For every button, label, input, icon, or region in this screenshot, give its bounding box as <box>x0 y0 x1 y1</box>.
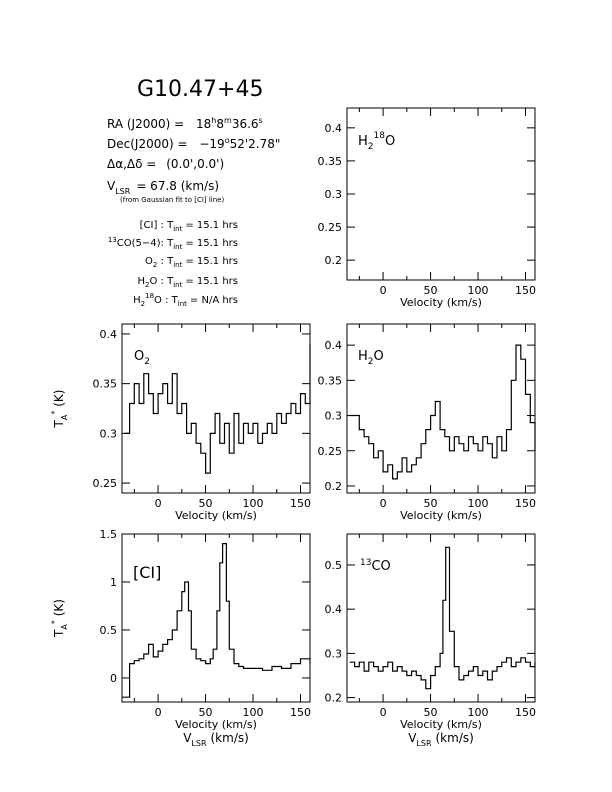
plot-frame <box>121 323 311 494</box>
spectrum-line <box>349 344 536 480</box>
x-tick-label: 50 <box>199 706 213 719</box>
y-tick-label: 0.4 <box>325 603 343 616</box>
ra-seconds: 36.6 <box>232 117 259 131</box>
vlsr-value: = 67.8 (km/s) <box>136 179 219 193</box>
dec-degrees: −19 <box>199 137 224 151</box>
x-axis-label-vlsr: VLSR (km/s) <box>408 731 474 748</box>
plot-frame <box>346 533 536 703</box>
y-tick-label: 0.35 <box>318 374 343 387</box>
x-axis-label: Velocity (km/s) <box>400 509 482 522</box>
x-tick-label: 150 <box>515 497 536 510</box>
ra-m-unit: m <box>224 116 232 125</box>
y-tick-label: 0.35 <box>318 155 343 168</box>
panel-13co: 0 50 100 150 0.2 0.3 0.4 0.5 Velocity (km/s)VLSR… <box>325 533 536 748</box>
x-tick-label: 100 <box>468 706 489 719</box>
x-tick-label: 150 <box>290 497 311 510</box>
y-tick-label: 0.3 <box>325 188 343 201</box>
x-tick-label: 100 <box>243 706 264 719</box>
y-tick-label: 0.2 <box>325 480 343 493</box>
offset-line: Δα,Δδ = (0.0',0.0') <box>107 157 224 171</box>
ra-line: RA (J2000) = 18h8m36.6s <box>107 116 263 131</box>
x-tick-label: 0 <box>380 284 387 297</box>
x-axis-label: Velocity (km/s) <box>400 296 482 309</box>
y-tick-label: 0.25 <box>93 477 118 490</box>
panel-h2o: 0 50 100 150 0.2 0.25 0.3 0.35 0.4 Velocity (km/s… <box>318 323 536 522</box>
panel-label: 13CO <box>360 558 391 574</box>
spectrum-line <box>349 546 536 690</box>
y-tick-label: 0.35 <box>93 378 118 391</box>
ra-h-unit: h <box>211 116 216 125</box>
y-tick-label: 0.25 <box>318 221 343 234</box>
y-tick-label: 1 <box>110 576 117 589</box>
spectrum-line <box>122 543 311 698</box>
dec-deg-unit: o <box>225 136 230 145</box>
dec-line: Dec(J2000) = −19o52'2.78" <box>107 136 280 151</box>
y-tick-label: 0.5 <box>325 559 343 572</box>
x-axis-label-vlsr: VLSR (km/s) <box>183 731 249 748</box>
y-tick-label: 1.5 <box>100 528 118 541</box>
panel-label: H218O <box>358 131 395 152</box>
y-tick-label: 0.4 <box>325 122 343 135</box>
y-tick-label: 0.4 <box>100 328 118 341</box>
x-tick-label: 100 <box>243 497 264 510</box>
ra-label: RA (J2000) = <box>107 117 184 131</box>
tint-line-13co: 13CO(5−4): Tint = 15.1 hrs <box>108 236 238 251</box>
plot-frame <box>346 323 536 494</box>
x-axis-label: Velocity (km/s) <box>175 509 257 522</box>
x-tick-label: 0 <box>155 706 162 719</box>
panel-label: H2O <box>358 349 384 367</box>
offset-value: (0.0',0.0') <box>166 157 224 171</box>
vlsr-sub: LSR <box>115 187 131 196</box>
y-tick-label: 0.4 <box>325 339 343 352</box>
y-axis-label: TA* (K) <box>50 390 69 429</box>
panel-h218o: 0 50 100 150 0.2 0.25 0.3 0.35 0.4 Velocity (km/s… <box>318 107 536 309</box>
ra-s-unit: s <box>259 116 263 125</box>
spectrum-line <box>124 343 311 474</box>
x-tick-label: 100 <box>468 497 489 510</box>
y-tick-label: 0.3 <box>325 647 343 660</box>
y-tick-label: 0.3 <box>325 410 343 423</box>
panel-o2: 0 50 100 150 0.25 0.3 0.35 0.4 Velocity (km/s) TA… <box>50 323 311 522</box>
panel-ci: 0 50 100 150 0 0.5 1 1.5 Velocity (km/s)VLSR (km/… <box>50 528 311 748</box>
x-tick-label: 150 <box>290 706 311 719</box>
dec-label: Dec(J2000) = <box>107 137 188 151</box>
x-tick-label: 50 <box>199 497 213 510</box>
y-tick-label: 0.2 <box>325 254 343 267</box>
x-axis-label: Velocity (km/s) <box>175 718 257 731</box>
y-tick-label: 0.5 <box>100 624 118 637</box>
x-tick-label: 150 <box>515 706 536 719</box>
x-tick-label: 50 <box>424 706 438 719</box>
x-tick-label: 150 <box>515 284 536 297</box>
vlsr-label: V <box>107 179 116 193</box>
panel-label: [CI] <box>133 563 161 582</box>
offset-label: Δα,Δδ = <box>107 157 156 171</box>
x-tick-label: 50 <box>424 497 438 510</box>
x-tick-label: 50 <box>424 284 438 297</box>
ra-minutes: 8 <box>216 117 224 131</box>
dec-rest: 52'2.78" <box>230 137 281 151</box>
plot-frame <box>121 533 311 703</box>
x-tick-label: 100 <box>468 284 489 297</box>
y-tick-label: 0.3 <box>100 427 118 440</box>
tint-line-o2: O2 : Tint = 15.1 hrs <box>145 256 238 269</box>
tint-line-h2o: H2O : Tint = 15.1 hrs <box>137 276 238 289</box>
y-axis-label: TA* (K) <box>50 599 69 638</box>
vlsr-note: (from Gaussian fit to [CI] line) <box>120 196 224 204</box>
y-tick-label: 0.2 <box>325 692 343 705</box>
x-axis-label: Velocity (km/s) <box>400 718 482 731</box>
panel-label: O2 <box>134 349 150 367</box>
source-title: G10.47+45 <box>137 77 263 102</box>
tint-line-h218o: H218O : Tint = N/A hrs <box>133 292 238 308</box>
x-tick-label: 0 <box>380 706 387 719</box>
ra-hours: 18 <box>196 117 211 131</box>
y-tick-label: 0 <box>110 672 117 685</box>
x-tick-label: 0 <box>380 497 387 510</box>
y-tick-label: 0.25 <box>318 445 343 458</box>
x-tick-label: 0 <box>155 497 162 510</box>
tint-line-ci: [CI] : Tint = 15.1 hrs <box>140 220 238 233</box>
vlsr-line: VLSR = 67.8 (km/s) <box>107 179 219 196</box>
